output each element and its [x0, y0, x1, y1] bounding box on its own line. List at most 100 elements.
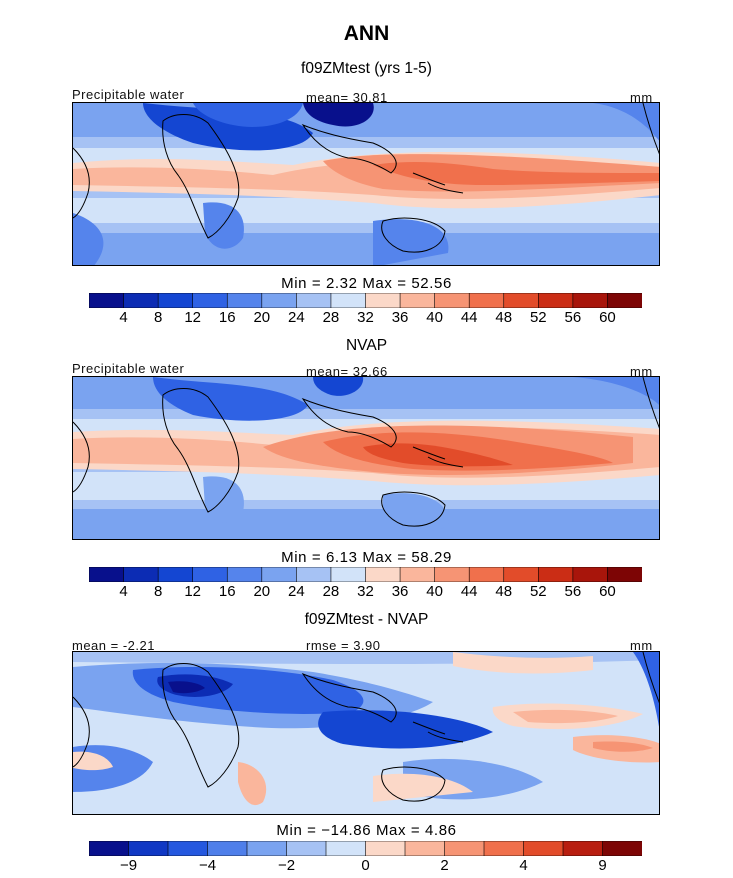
- colorbar-tick-label: 44: [460, 309, 478, 326]
- colorbar-segment: [365, 841, 406, 856]
- map-3-coastlines: [73, 652, 659, 802]
- colorbar-segment: [523, 841, 564, 856]
- map-3-australia-bias: [373, 773, 473, 802]
- panel-2-colorbar-ticks: 4 8 12 16 20 24 28 32 36 40 44 48 52 56 60: [89, 583, 642, 601]
- colorbar-segment: [483, 841, 525, 856]
- colorbar-segment: [325, 841, 367, 856]
- panel-3-rmse-label: rmse = 3.90: [306, 638, 381, 653]
- colorbar-segment: [399, 293, 436, 308]
- panel-2-units-label: mm: [630, 364, 653, 379]
- colorbar-segment: [123, 567, 159, 582]
- map-1-coastlines: [73, 103, 659, 253]
- colorbar-tick-label: 9: [598, 857, 607, 874]
- colorbar-tick-label: 20: [253, 309, 271, 326]
- colorbar-tick-label: 28: [322, 583, 340, 600]
- map-1-kalahari: [203, 202, 244, 249]
- colorbar-segment: [434, 293, 470, 308]
- colorbar-segment: [89, 293, 125, 308]
- map-1-samerica-south: [73, 213, 104, 265]
- colorbar-segment: [538, 567, 574, 582]
- colorbar-tick-label: 12: [184, 583, 202, 600]
- colorbar-segment: [365, 293, 401, 308]
- map-1-warmpool-core: [373, 162, 659, 185]
- colorbar-segment: [261, 567, 298, 582]
- panel-2-colorbar: [89, 567, 642, 582]
- colorbar-segment: [468, 293, 505, 308]
- panel-2-mean-label: mean= 32.66: [306, 364, 388, 379]
- colorbar-tick-label: 36: [391, 309, 409, 326]
- colorbar-tick-label: 8: [153, 583, 163, 600]
- colorbar-segment: [207, 841, 248, 856]
- colorbar-segment: [296, 293, 332, 308]
- panel-3-colorbar: [89, 841, 642, 856]
- colorbar-tick-label: 24: [288, 583, 305, 600]
- colorbar-tick-label: 8: [153, 309, 163, 326]
- map-1-sahara-dark: [193, 103, 303, 127]
- colorbar-tick-label: 60: [599, 309, 616, 326]
- colorbar-tick-label: 16: [218, 309, 236, 326]
- colorbar-segment: [192, 567, 229, 582]
- colorbar-segment: [246, 841, 288, 856]
- colorbar-tick-label: 48: [495, 309, 513, 326]
- colorbar-tick-label: −4: [198, 857, 217, 874]
- panel-1-variable-label: Precipitable water: [72, 87, 185, 102]
- map-2-south-band: [73, 509, 659, 539]
- colorbar-segment: [399, 567, 436, 582]
- colorbar-segment: [167, 841, 209, 856]
- colorbar-segment: [330, 293, 367, 308]
- panel-2-map: [72, 376, 660, 540]
- colorbar-tick-label: 32: [357, 309, 374, 326]
- colorbar-tick-label: 32: [357, 583, 374, 600]
- colorbar-tick-label: 36: [391, 583, 409, 600]
- map-3-east-pacific-core: [593, 741, 653, 752]
- map-1-australia: [373, 219, 449, 265]
- colorbar-tick-label: 0: [361, 857, 370, 874]
- colorbar-segment: [157, 567, 194, 582]
- colorbar-segment: [572, 293, 609, 308]
- colorbar-tick-label: 60: [599, 583, 616, 600]
- colorbar-tick-label: 44: [460, 583, 478, 600]
- colorbar-tick-label: −2: [277, 857, 296, 874]
- colorbar-segment: [602, 841, 642, 856]
- colorbar-tick-label: 4: [119, 583, 128, 600]
- colorbar-segment: [261, 293, 298, 308]
- map-2-kalahari: [203, 476, 244, 523]
- map-1-namerica: [593, 103, 659, 141]
- panel-3-units-label: mm: [630, 638, 653, 653]
- colorbar-segment: [538, 293, 574, 308]
- colorbar-segment: [444, 841, 485, 856]
- colorbar-segment: [89, 841, 130, 856]
- colorbar-tick-label: 56: [564, 309, 582, 326]
- colorbar-tick-label: 4: [519, 857, 528, 874]
- map-2-warmpool-peak: [363, 443, 513, 467]
- colorbar-segment: [89, 567, 125, 582]
- colorbar-segment: [607, 293, 642, 308]
- map-1-south-band: [73, 233, 659, 265]
- colorbar-tick-label: 16: [218, 583, 236, 600]
- panel-2-variable-label: Precipitable water: [72, 361, 185, 376]
- colorbar-tick-label: 24: [288, 309, 305, 326]
- panel-1-colorbar-ticks: 4 8 12 16 20 24 28 32 36 40 44 48 52 56 60: [89, 309, 642, 327]
- colorbar-segment: [365, 567, 401, 582]
- map-3-atlantic-bias: [73, 751, 113, 771]
- map-3-south-africa: [238, 762, 267, 806]
- colorbar-segment: [503, 567, 540, 582]
- map-2-namerica: [573, 377, 659, 405]
- colorbar-tick-label: 4: [119, 309, 128, 326]
- panel-1-minmax: Min = 2.32 Max = 52.56: [281, 275, 452, 292]
- colorbar-tick-label: 2: [440, 857, 449, 874]
- colorbar-segment: [572, 567, 609, 582]
- colorbar-segment: [468, 567, 505, 582]
- colorbar-segment: [192, 293, 229, 308]
- colorbar-segment: [226, 293, 263, 308]
- colorbar-segment: [226, 567, 263, 582]
- colorbar-segment: [562, 841, 604, 856]
- colorbar-segment: [123, 293, 159, 308]
- panel-1-map: [72, 102, 660, 266]
- map-3-sahara-peak: [168, 681, 205, 694]
- map-1-tibet-dry: [303, 103, 374, 127]
- panel-3-map: [72, 651, 660, 815]
- colorbar-segment: [404, 841, 446, 856]
- panel-3-mean-label: mean = -2.21: [72, 638, 155, 653]
- colorbar-tick-label: 52: [529, 309, 547, 326]
